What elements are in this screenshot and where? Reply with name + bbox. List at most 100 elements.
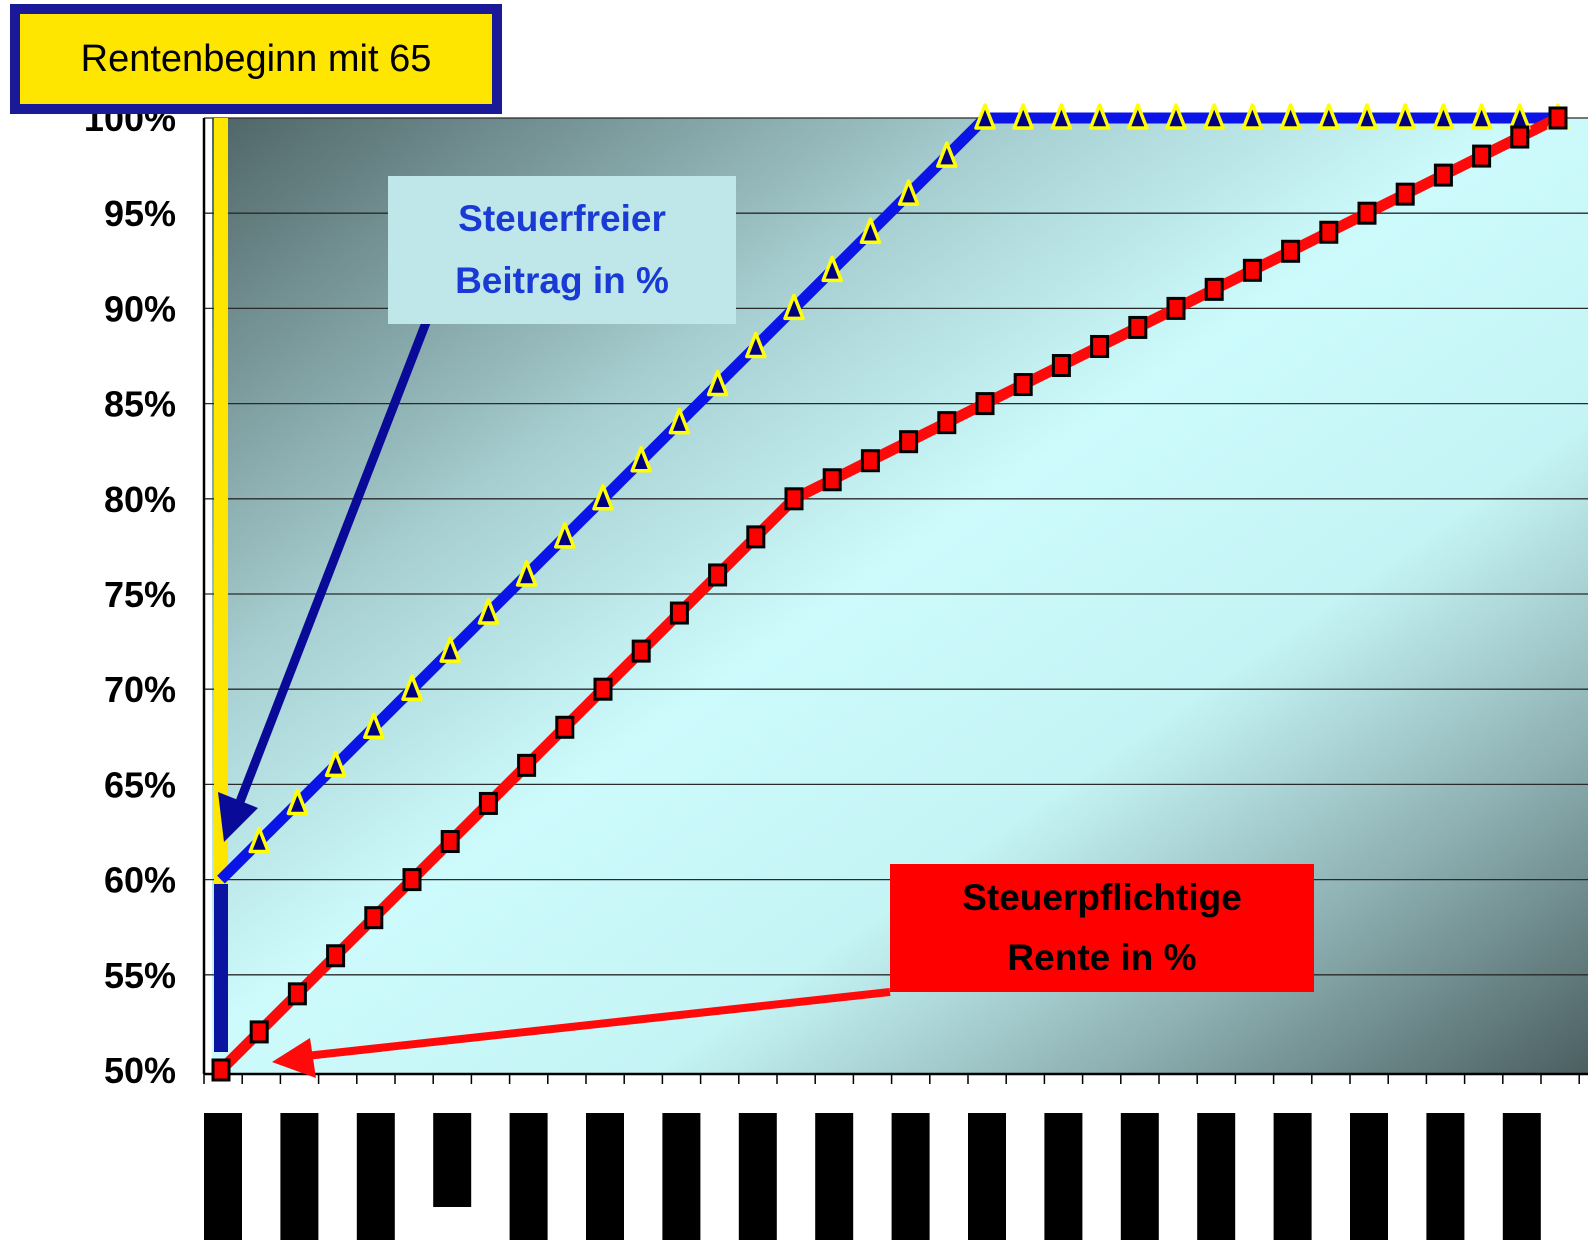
- data-point-square: [1357, 201, 1377, 225]
- data-point-triangle: [515, 560, 538, 587]
- data-point-square: [669, 601, 689, 625]
- data-point-triangle: [1088, 103, 1111, 130]
- data-point-square: [478, 791, 498, 815]
- tax-free-label-box: Steuerfreier Beitrag in %: [388, 176, 736, 324]
- redacted-label-bar: [1273, 1113, 1312, 1240]
- tax-free-arrowhead: [218, 792, 258, 842]
- data-point-square: [631, 639, 651, 663]
- data-point-triangle: [401, 674, 423, 701]
- data-point-square: [1242, 258, 1262, 282]
- data-point-triangle: [1279, 103, 1302, 130]
- data-point-square: [937, 411, 957, 435]
- data-point-triangle: [745, 331, 767, 359]
- data-point-square: [1166, 296, 1186, 320]
- data-point-square: [860, 449, 880, 473]
- taxable-label-box: Steuerpflichtige Rente in %: [890, 864, 1314, 992]
- redacted-label-bar: [1426, 1113, 1465, 1240]
- chart-title-box: Rentenbeginn mit 65: [10, 4, 502, 114]
- data-point-triangle: [1241, 103, 1264, 130]
- taxable-label-line1: Steuerpflichtige: [962, 877, 1242, 918]
- data-point-square: [517, 753, 537, 777]
- data-point-square: [1395, 182, 1415, 206]
- data-point-triangle: [630, 445, 652, 473]
- data-point-triangle: [1318, 103, 1340, 130]
- redacted-label-bar: [891, 1113, 930, 1240]
- data-point-square: [1090, 334, 1110, 358]
- data-point-square: [1051, 354, 1071, 378]
- data-point-triangle: [554, 522, 576, 549]
- data-point-triangle: [897, 179, 920, 206]
- data-point-triangle: [668, 407, 691, 435]
- data-point-square: [1548, 106, 1568, 130]
- redacted-label-bar: [1502, 1113, 1541, 1240]
- y-tick-label: 60%: [104, 860, 176, 901]
- data-point-triangle: [1012, 103, 1034, 130]
- data-point-triangle: [974, 103, 996, 130]
- taxable-arrowhead: [272, 1038, 316, 1078]
- data-point-square: [1281, 239, 1301, 263]
- series-group: [211, 103, 1569, 1082]
- y-tick-label: 85%: [104, 384, 176, 425]
- y-tick-label: 50%: [104, 1050, 176, 1091]
- data-point-triangle: [706, 369, 729, 397]
- data-point-triangle: [324, 750, 347, 778]
- data-point-triangle: [248, 826, 270, 854]
- data-point-square: [1013, 373, 1033, 397]
- tax-free-arrow: [231, 318, 432, 814]
- data-point-square: [211, 1058, 231, 1082]
- data-point-square: [1319, 220, 1339, 244]
- y-tick-label: 95%: [104, 193, 176, 234]
- y-tick-label: 55%: [104, 955, 176, 996]
- redacted-label-bar: [738, 1113, 777, 1240]
- data-point-triangle: [936, 141, 958, 168]
- data-point-triangle: [286, 788, 309, 816]
- data-point-square: [364, 906, 384, 930]
- data-point-square: [975, 392, 995, 416]
- redacted-label-bar: [1044, 1113, 1083, 1240]
- y-tick-label: 75%: [104, 574, 176, 615]
- data-point-square: [1510, 125, 1530, 149]
- tax-free-label-line2: Beitrag in %: [455, 260, 669, 301]
- data-point-square: [402, 868, 422, 892]
- data-point-square: [784, 487, 804, 511]
- chart-title: Rentenbeginn mit 65: [80, 37, 432, 80]
- data-point-triangle: [1509, 103, 1531, 130]
- data-point-square: [822, 468, 842, 492]
- data-point-triangle: [1356, 103, 1378, 130]
- data-point-triangle: [1050, 103, 1073, 130]
- redacted-label-bar: [1120, 1113, 1159, 1240]
- x-axis-ticks: [203, 1074, 1580, 1084]
- data-point-triangle: [821, 255, 843, 283]
- data-point-square: [1128, 315, 1148, 339]
- data-point-triangle: [439, 636, 461, 663]
- redacted-label-bar: [280, 1113, 319, 1240]
- data-point-square: [440, 830, 460, 854]
- data-point-triangle: [592, 484, 614, 511]
- redacted-label-bar: [356, 1113, 395, 1240]
- data-point-triangle: [477, 598, 500, 625]
- data-point-triangle: [1432, 103, 1455, 130]
- taxable-label-line2: Rente in %: [1007, 937, 1197, 978]
- tax-free-label-line1: Steuerfreier: [458, 198, 666, 239]
- taxable-arrow: [305, 988, 891, 1060]
- redacted-label-bar: [586, 1113, 624, 1240]
- data-point-triangle: [1470, 103, 1493, 130]
- data-point-triangle: [859, 217, 882, 244]
- data-point-triangle: [1127, 103, 1149, 130]
- data-point-square: [287, 982, 307, 1006]
- data-point-square: [593, 677, 613, 701]
- y-tick-label: 80%: [104, 479, 176, 520]
- redacted-label-bar: [815, 1113, 854, 1240]
- data-point-square: [746, 525, 766, 549]
- data-point-square: [1204, 277, 1224, 301]
- redacted-label-bar: [1350, 1113, 1388, 1240]
- redacted-label-bar: [509, 1113, 548, 1240]
- redacted-label-bar: [662, 1113, 701, 1240]
- redacted-label-bar: [968, 1113, 1006, 1240]
- callout-arrows: [218, 318, 891, 1078]
- data-point-square: [899, 430, 919, 454]
- data-point-triangle: [1394, 103, 1416, 130]
- x-axis-redacted-labels: [204, 1113, 1541, 1240]
- data-point-triangle: [783, 293, 805, 321]
